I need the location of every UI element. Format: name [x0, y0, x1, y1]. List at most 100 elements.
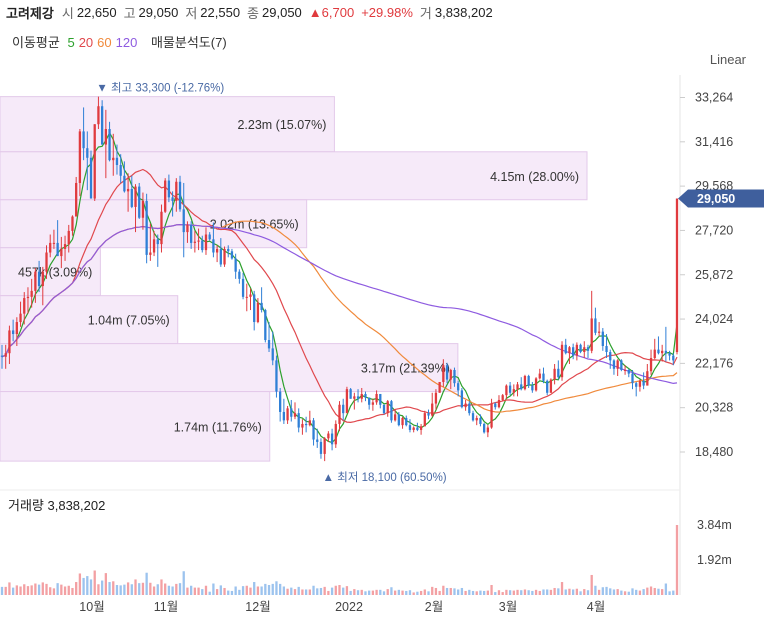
- candle-body: [612, 360, 616, 369]
- candle-body: [0, 355, 4, 357]
- volume-bar: [583, 589, 586, 595]
- volume-label: 거: [419, 5, 432, 21]
- volume-bar: [371, 590, 375, 595]
- volume-profile-bar: [0, 295, 179, 345]
- volume-bar: [4, 586, 7, 595]
- candle-body: [256, 302, 260, 323]
- volume-bar: [408, 590, 412, 595]
- candle-body: [453, 369, 456, 384]
- candle-body: [449, 369, 452, 380]
- candle-body: [520, 384, 523, 390]
- candle-body: [512, 389, 515, 393]
- candle-body: [308, 420, 311, 426]
- candle-body: [71, 216, 74, 231]
- volume-bar: [108, 582, 111, 595]
- candle-body: [360, 393, 363, 399]
- volume-bar: [189, 585, 193, 595]
- candle-body: [208, 234, 211, 240]
- volume-bar: [586, 590, 590, 595]
- candle-body: [412, 427, 415, 430]
- candle-body: [438, 381, 441, 393]
- candle-body: [264, 310, 267, 341]
- volume-bar: [234, 586, 237, 595]
- candle-body: [67, 230, 70, 245]
- moving-average-legend[interactable]: 이동평균 5 20 60 120 매물분석도(7): [12, 32, 231, 51]
- volume-bar: [427, 591, 430, 595]
- candle-body: [45, 252, 48, 272]
- volume-bar: [34, 583, 37, 595]
- candle-body: [267, 340, 271, 349]
- open-value: 22,650: [76, 4, 117, 20]
- volume-bar: [45, 583, 48, 595]
- x-axis-label: 2월: [425, 600, 443, 614]
- price-tick-label: 18,480: [695, 445, 733, 459]
- candle-body: [442, 365, 445, 382]
- candle-body: [30, 290, 33, 297]
- candle-body: [401, 417, 404, 426]
- volume-bar: [123, 584, 126, 595]
- volume-bar: [89, 579, 93, 595]
- candle-body: [167, 180, 171, 198]
- volume-bar: [501, 592, 504, 595]
- candle-body: [675, 198, 679, 353]
- candle-body: [601, 331, 604, 347]
- candle-body: [486, 427, 490, 433]
- volume-bar: [134, 579, 137, 595]
- price-tick-label: 25,872: [695, 268, 733, 282]
- candle-body: [49, 242, 52, 253]
- volume-bar: [431, 586, 434, 595]
- candle-body: [364, 393, 367, 398]
- volume-bar: [345, 586, 349, 595]
- candle-body: [423, 413, 426, 427]
- candle-body: [334, 423, 337, 445]
- volume-bar: [208, 591, 211, 595]
- candle-body: [126, 188, 130, 192]
- volume-bar: [164, 583, 167, 595]
- candle-body: [672, 355, 675, 361]
- volume-bar: [531, 590, 534, 595]
- candle-body: [279, 391, 282, 412]
- volume-bar: [260, 586, 263, 595]
- candle-body: [245, 296, 248, 298]
- candle-body: [100, 106, 104, 145]
- volume-bar: [482, 590, 486, 595]
- x-axis-label: 2022: [335, 600, 363, 614]
- volume-bar: [327, 590, 330, 595]
- volume-bar: [553, 587, 556, 595]
- volume-profile-label: 4.15m (28.00%): [490, 170, 579, 184]
- candle-body: [75, 182, 78, 217]
- volume-bar: [401, 590, 404, 595]
- scale-mode-selector[interactable]: Linear: [709, 52, 746, 67]
- volume-bar: [11, 587, 15, 595]
- candle-body: [482, 423, 486, 433]
- candle-body: [19, 313, 22, 323]
- low-label: 저: [185, 5, 198, 21]
- candle-body: [26, 296, 30, 299]
- candle-body: [431, 403, 434, 416]
- volume-bar: [160, 579, 163, 595]
- volume-bar: [245, 585, 248, 595]
- volume-bar: [471, 590, 475, 595]
- candle-body: [201, 240, 204, 251]
- volume-profile-toggle[interactable]: 매물분석도(7): [150, 35, 227, 50]
- ma-period-5: 5: [67, 35, 75, 50]
- candle-body: [290, 408, 293, 417]
- candle-body: [327, 433, 330, 439]
- candles: [0, 96, 679, 462]
- volume-profile-label: 1.04m (7.05%): [88, 314, 170, 328]
- volume-bar: [82, 577, 85, 595]
- candle-body: [60, 248, 63, 257]
- volume-bar: [193, 587, 197, 595]
- candle-body: [253, 294, 256, 323]
- volume-bar: [364, 591, 367, 595]
- volume-bar: [126, 582, 130, 595]
- candle-body: [546, 380, 549, 393]
- candle-body: [408, 425, 412, 430]
- volume-bar: [623, 591, 627, 595]
- candle-body: [93, 124, 96, 199]
- volume-bar: [646, 587, 649, 595]
- volume-bar: [249, 587, 252, 595]
- ma-period-20: 20: [78, 35, 94, 50]
- volume-profile: 2.23m (15.07%) 4.15m (28.00%) 2.02m (13.65…: [0, 96, 588, 462]
